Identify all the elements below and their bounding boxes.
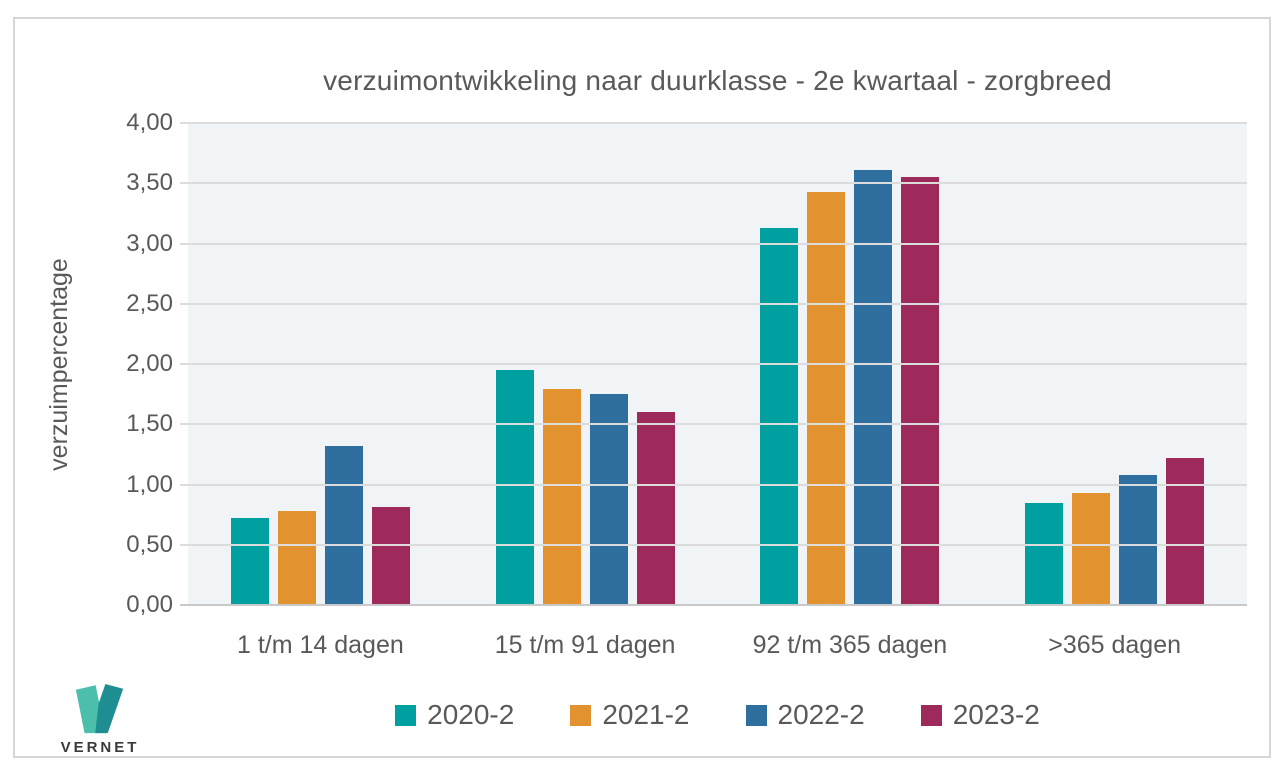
y-tick-label: 2,00 <box>126 350 173 377</box>
gridline <box>180 182 1247 185</box>
gridline <box>180 363 1247 365</box>
bar-2020-2-3 <box>760 227 799 605</box>
bar-2020-2-1 <box>230 518 269 605</box>
legend-label: 2021-2 <box>602 699 690 730</box>
y-tick-label: 3,50 <box>126 169 173 197</box>
bar-2021-2-1 <box>277 511 316 605</box>
gridline <box>180 423 1247 426</box>
bar-2022-2-3 <box>854 170 893 605</box>
x-axis-label: 1 t/m 14 dagen <box>236 631 404 659</box>
y-tick-label: 2,50 <box>126 289 173 317</box>
bar-2023-2-1 <box>371 507 410 605</box>
legend-swatch-icon <box>570 704 592 726</box>
vernet-logo-text: VERNET <box>60 739 140 756</box>
bar-2023-2-4 <box>1166 458 1205 605</box>
x-axis-labels: 1 t/m 14 dagen 15 t/m 91 dagen 92 t/m 365 … <box>188 631 1247 660</box>
legend-label: 2022-2 <box>777 699 865 730</box>
legend-swatch-icon <box>920 704 942 726</box>
bar-group <box>982 123 1247 605</box>
bar-2023-2-3 <box>901 177 940 605</box>
legend-item: 2020-2 <box>395 699 514 731</box>
legend-swatch-icon <box>745 704 767 726</box>
bar-group <box>188 123 453 605</box>
gridline <box>180 302 1247 305</box>
bar-2021-2-3 <box>807 191 846 605</box>
plot-area <box>180 122 1247 606</box>
gridline <box>180 543 1247 546</box>
y-axis-title-text: verzuimpercentage <box>44 257 73 471</box>
y-tick-label: 1,50 <box>126 410 173 438</box>
legend: 2020-2 2021-2 2022-2 2023-2 <box>188 699 1247 731</box>
gridline <box>180 242 1247 245</box>
y-tick-label: 3,00 <box>126 229 173 257</box>
y-tick-label: 0,50 <box>126 530 173 558</box>
bar-2021-2-4 <box>1072 492 1111 605</box>
x-axis-label: >365 dagen <box>1048 631 1182 659</box>
y-axis-title: verzuimpercentage <box>29 123 89 605</box>
bar-2020-2-2 <box>495 370 534 605</box>
gridline <box>180 483 1247 486</box>
legend-item: 2021-2 <box>570 699 690 731</box>
chart-title: verzuimontwikkeling naar duurklasse - 2e… <box>323 65 1112 96</box>
bar-2023-2-2 <box>636 412 675 605</box>
x-axis-label: 15 t/m 91 dagen <box>494 631 676 659</box>
legend-label: 2020-2 <box>427 699 515 730</box>
y-tick-label: 0,00 <box>126 591 173 618</box>
bar-groups <box>188 123 1247 605</box>
vernet-logo-icon <box>75 682 124 734</box>
legend-swatch-icon <box>395 704 417 726</box>
bar-group <box>453 123 718 605</box>
bar-2022-2-1 <box>324 445 363 605</box>
bar-2022-2-4 <box>1119 474 1158 605</box>
y-tick-label: 1,00 <box>126 470 173 498</box>
y-axis-ticks: 0,00 0,50 1,00 1,50 2,00 2,50 3,00 3,50 4,00 <box>85 109 173 618</box>
x-axis-label: 92 t/m 365 dagen <box>752 631 948 659</box>
legend-item: 2023-2 <box>920 699 1040 731</box>
legend-label: 2023-2 <box>952 699 1040 730</box>
chart-figure: verzuimontwikkeling naar duurklasse - 2e… <box>13 17 1271 758</box>
bar-2020-2-4 <box>1025 502 1064 605</box>
y-tick-label: 4,00 <box>126 109 173 136</box>
gridline <box>180 604 1247 606</box>
gridline <box>180 122 1247 124</box>
legend-item: 2022-2 <box>745 699 865 731</box>
vernet-logo: VERNET <box>45 681 155 756</box>
bar-2022-2-2 <box>589 394 628 605</box>
bar-2021-2-2 <box>542 389 581 605</box>
